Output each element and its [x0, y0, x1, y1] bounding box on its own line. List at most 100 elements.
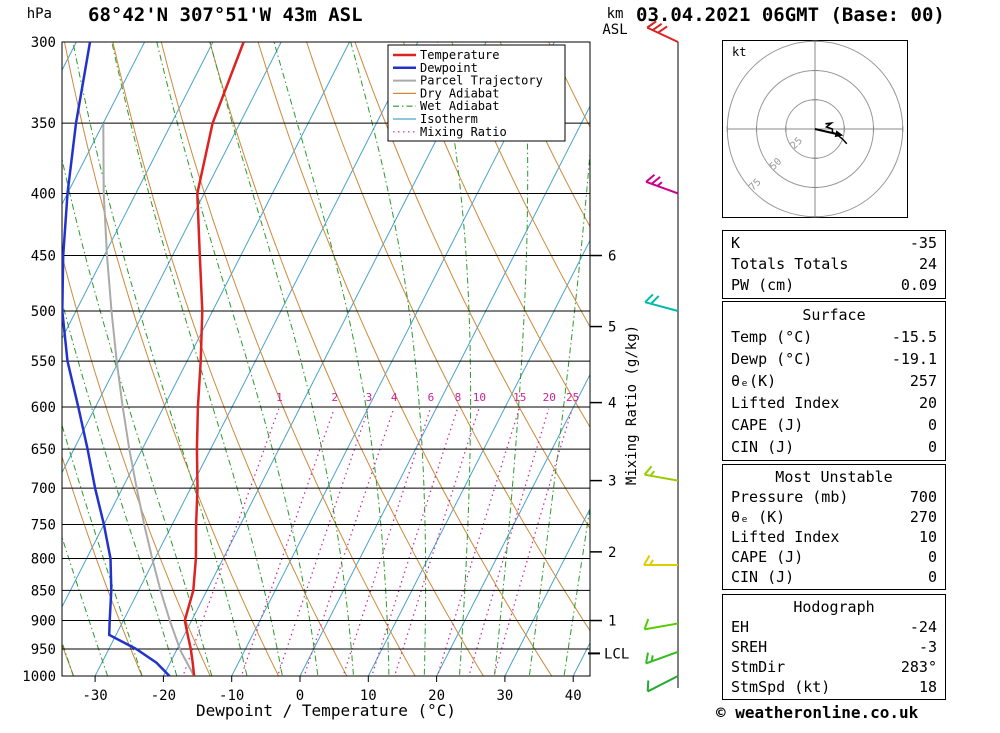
stat-label: Lifted Index	[731, 394, 840, 412]
stat-row: CAPE (J) 0	[723, 414, 945, 436]
stat-label: Temp (°C)	[731, 328, 813, 346]
stat-label: StmDir	[731, 658, 786, 676]
stat-value: -3	[918, 638, 937, 656]
stat-label: θₑ(K)	[731, 372, 777, 390]
km-tick-label: 5	[608, 320, 616, 336]
stat-row: Lifted Index 10	[723, 527, 945, 547]
km-tick-label: 2	[608, 545, 616, 561]
pressure-tick-label: 600	[31, 400, 56, 416]
wind-barb	[645, 174, 679, 195]
stat-label: K	[731, 234, 741, 252]
pressure-tick-label: 850	[31, 583, 56, 599]
datetime-title: 03.04.2021 06GMT (Base: 00)	[636, 4, 945, 26]
stat-row: Temp (°C) -15.5	[723, 326, 945, 348]
stat-row: Lifted Index 20	[723, 392, 945, 414]
km-tick-label: 4	[608, 396, 616, 412]
temp-tick-label: -20	[151, 688, 176, 704]
stat-label: Dewp (°C)	[731, 350, 813, 368]
stat-label: θₑ (K)	[731, 508, 786, 526]
mixing-ratio-value-label: 25	[566, 391, 579, 404]
stat-value: 0	[927, 438, 937, 456]
legend-label: Dewpoint	[420, 61, 478, 75]
skewt-chart: 3003504004505005506006507007508008509009…	[22, 6, 679, 720]
stat-label: Pressure (mb)	[731, 488, 849, 506]
dewpoint-line	[62, 42, 171, 676]
stat-label: StmSpd (kt)	[731, 678, 831, 696]
temp-tick-label: 30	[496, 688, 513, 704]
stat-label: Lifted Index	[731, 528, 840, 546]
wind-barb	[643, 618, 679, 631]
wind-barb	[646, 675, 679, 693]
dry-adiabats	[62, 42, 590, 676]
stat-table-header: Most Unstable	[775, 468, 893, 486]
storm-motion-arrow	[814, 128, 836, 135]
pressure-tick-label: 900	[31, 614, 56, 630]
mixing-ratio-value-label: 1	[276, 391, 283, 404]
stat-row: Pressure (mb) 700	[723, 487, 945, 507]
pressure-tick-label: 450	[31, 249, 56, 265]
stat-label: CIN (J)	[731, 568, 795, 586]
stat-table: Most Unstable Pressure (mb) 700 θₑ (K) 270 Li…	[722, 464, 946, 590]
mixing-ratio-value-label: 6	[428, 391, 435, 404]
copyright-link[interactable]: © weatheronline.co.uk	[716, 703, 919, 722]
stat-value: 0	[927, 416, 937, 434]
stat-table: Hodograph EH -24 SREH -3 StmDir 283° StmSpd (kt…	[722, 594, 946, 700]
lcl-label: LCL	[604, 646, 629, 662]
wet-adiabats	[62, 42, 590, 676]
temp-tick-label: 20	[428, 688, 445, 704]
stat-row: CIN (J) 0	[723, 436, 945, 458]
mixing-ratio-value-label: 20	[543, 391, 556, 404]
mixing-ratio-value-label: 2	[331, 391, 338, 404]
stat-value: 0	[927, 548, 937, 566]
stat-value: 0.09	[900, 276, 937, 294]
asl-axis-unit: ASL	[602, 22, 627, 38]
stat-value: 20	[918, 394, 937, 412]
wind-barb	[645, 650, 679, 665]
stat-value: -19.1	[891, 350, 937, 368]
km-tick-label: 1	[608, 614, 616, 630]
wind-barb	[646, 20, 679, 43]
temp-tick-label: 10	[360, 688, 377, 704]
pressure-tick-label: 550	[31, 354, 56, 370]
km-tick-label: 6	[608, 249, 616, 265]
stat-row: θₑ(K) 257	[723, 370, 945, 392]
legend-label: Dry Adiabat	[420, 86, 499, 100]
pressure-tick-label: 350	[31, 116, 56, 132]
stat-label: EH	[731, 618, 750, 636]
stat-row: SREH -3	[723, 637, 945, 657]
pressure-tick-label: 950	[31, 642, 56, 658]
wind-barb	[644, 293, 679, 312]
skewt-generated: 3003504004505005506006507007508008509009…	[22, 20, 679, 704]
hodograph-unit-label: kt	[732, 45, 746, 59]
profiles	[62, 42, 245, 676]
chart-axes: 3003504004505005506006507007508008509009…	[22, 35, 629, 704]
chart-background	[62, 42, 590, 676]
stat-row: Dewp (°C) -19.1	[723, 348, 945, 370]
stat-label: CIN (J)	[731, 438, 795, 456]
stat-value: -35	[909, 234, 937, 252]
stat-row: PW (cm) 0.09	[723, 275, 945, 296]
station-title: 68°42'N 307°51'W 43m ASL	[88, 4, 363, 26]
stat-row: StmSpd (kt) 18	[723, 677, 945, 697]
pressure-tick-label: 650	[31, 442, 56, 458]
pressure-axis-unit: hPa	[27, 6, 52, 22]
stat-table-header: Hodograph	[793, 598, 875, 616]
temperature-line	[183, 42, 245, 676]
stat-value: 283°	[900, 658, 937, 676]
pressure-tick-label: 1000	[22, 669, 56, 685]
hodograph-trace	[824, 121, 848, 145]
stat-table: K -35 Totals Totals 24 PW (cm) 0.09	[722, 230, 946, 299]
stat-value: -24	[909, 618, 937, 636]
stat-value: -15.5	[891, 328, 937, 346]
stat-row: K -35	[723, 233, 945, 254]
stat-value: 270	[909, 508, 937, 526]
legend-label: Wet Adiabat	[420, 99, 499, 113]
stat-label: PW (cm)	[731, 276, 795, 294]
stat-value: 18	[918, 678, 937, 696]
temp-tick-label: -30	[82, 688, 107, 704]
legend-label: Parcel Trajectory	[420, 74, 543, 88]
mixing-ratio-value-label: 10	[473, 391, 486, 404]
parcel-trajectory-line	[102, 123, 195, 676]
